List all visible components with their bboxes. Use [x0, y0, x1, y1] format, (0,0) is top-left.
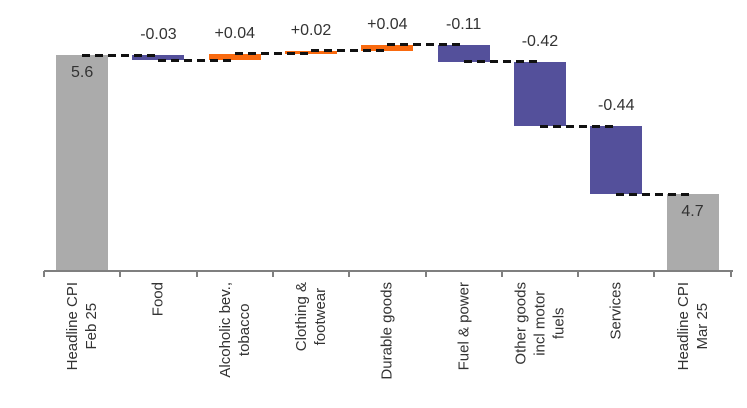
x-label-other-goods-incl-motor-fuels: Other goods incl motor fuels: [511, 282, 568, 365]
x-label-line: Fuel & power: [455, 282, 473, 371]
x-label-line: Clothing &: [293, 282, 311, 352]
x-axis-tick-7: [577, 271, 580, 277]
bar-headline-cpi-mar-25: [666, 194, 719, 271]
bar-durable-goods: [361, 44, 414, 51]
x-label-line: incl motor: [531, 290, 549, 356]
x-axis-tick-6: [500, 271, 503, 277]
x-label-line: Other goods: [512, 282, 530, 365]
value-label-other-goods-incl-motor-fuels: -0.42: [521, 32, 559, 50]
x-axis-tick-9: [729, 271, 732, 277]
x-label-line: Headline CPI: [674, 282, 692, 371]
x-label-line: Headline CPI: [64, 282, 82, 371]
bar-clothing-footwear: [285, 50, 338, 54]
x-axis-tick-0: [43, 271, 45, 277]
value-label-clothing-footwear: +0.02: [290, 21, 332, 39]
x-label-headline-cpi-mar-25: Headline CPI Mar 25: [674, 282, 712, 370]
bar-other-goods-incl-motor-fuels: [513, 61, 566, 127]
x-label-line: Mar 25: [693, 302, 711, 350]
connector-8: [616, 192, 693, 196]
bar-fuel-power: [437, 44, 490, 62]
bar-food: [132, 55, 185, 61]
connector-7: [539, 124, 617, 128]
x-axis-tick-2: [195, 271, 198, 277]
connector-4: [311, 49, 388, 53]
x-label-line: footwear: [312, 287, 330, 346]
x-axis-tick-4: [348, 271, 351, 277]
x-label-durable-goods: Durable goods: [378, 282, 397, 380]
x-label-line: tobacco: [235, 303, 253, 357]
bar-services: [590, 126, 643, 194]
x-label-line: Durable goods: [378, 282, 396, 380]
x-label-line: Services: [607, 282, 625, 340]
x-axis-tick-8: [653, 271, 656, 277]
x-axis-tick-5: [424, 271, 427, 277]
value-label-headline-cpi-mar-25: 4.7: [681, 203, 704, 220]
connector-6: [463, 60, 540, 64]
connector-3: [234, 52, 312, 56]
x-axis-tick-1: [119, 271, 122, 277]
x-axis-tick-3: [271, 271, 274, 277]
value-label-food: -0.03: [140, 26, 177, 44]
value-label-services: -0.44: [598, 97, 635, 115]
connector-5: [387, 43, 464, 47]
connector-2: [158, 58, 235, 62]
value-label-fuel-power: -0.11: [446, 15, 482, 33]
connector-1: [82, 53, 159, 57]
x-label-line: Alcoholic bev.,: [216, 282, 234, 378]
x-label-line: fuels: [550, 307, 568, 340]
bar-alcoholic-bev-tobacco: [208, 53, 261, 61]
value-label-durable-goods: +0.04: [367, 15, 408, 33]
x-axis-line: [44, 270, 733, 272]
x-label-alcoholic-bev-tobacco: Alcoholic bev., tobacco: [216, 282, 254, 378]
x-label-fuel-power: Fuel & power: [454, 282, 473, 370]
x-label-clothing-footwear: Clothing & footwear: [292, 282, 330, 351]
x-label-services: Services: [607, 282, 626, 340]
x-label-line: Food: [149, 282, 167, 317]
x-label-headline-cpi-feb-25: Headline CPI Feb 25: [63, 282, 101, 370]
bar-headline-cpi-feb-25: [56, 55, 109, 271]
x-label-food: Food: [149, 282, 168, 316]
value-label-headline-cpi-feb-25: 5.6: [71, 64, 94, 82]
value-label-alcoholic-bev-tobacco: +0.04: [214, 24, 255, 42]
x-label-line: Feb 25: [83, 302, 101, 350]
